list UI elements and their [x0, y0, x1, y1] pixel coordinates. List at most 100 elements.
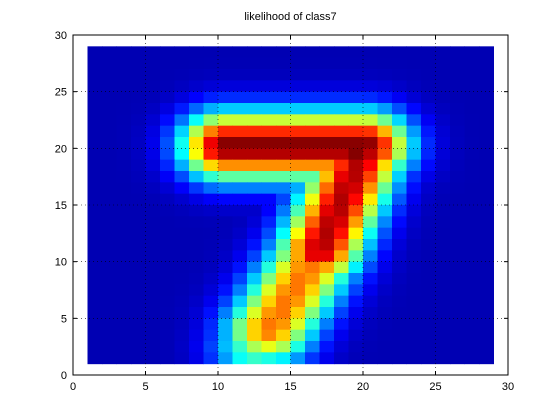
heatmap-cell: [421, 125, 436, 138]
heatmap-cell: [406, 227, 422, 240]
heatmap-cell: [174, 80, 190, 93]
heatmap-cell: [319, 216, 335, 229]
heatmap-cell: [479, 125, 494, 138]
heatmap-cell: [450, 46, 465, 59]
heatmap-cell: [363, 80, 378, 93]
heatmap-cell: [319, 182, 335, 195]
heatmap-cell: [261, 80, 277, 93]
heatmap-cell: [305, 193, 320, 206]
heatmap-cell: [363, 205, 378, 217]
heatmap-cell: [102, 329, 117, 342]
heatmap-cell: [377, 171, 393, 183]
heatmap-cell: [174, 114, 190, 127]
heatmap-cell: [392, 341, 407, 353]
heatmap-cell: [421, 295, 436, 308]
heatmap-cell: [160, 239, 175, 251]
heatmap-cell: [450, 261, 465, 274]
heatmap-cell: [131, 205, 146, 217]
heatmap-cell: [392, 205, 407, 217]
heatmap-cell: [464, 261, 480, 274]
heatmap-cell: [218, 46, 233, 59]
heatmap-cell: [450, 329, 465, 342]
heatmap-cell: [218, 307, 233, 319]
heatmap-cell: [479, 193, 494, 206]
heatmap-cell: [450, 307, 465, 319]
heatmap-cell: [261, 273, 277, 285]
heatmap-cell: [464, 57, 480, 70]
heatmap-cell: [348, 216, 364, 229]
heatmap-cell: [116, 57, 132, 70]
heatmap-cell: [87, 352, 103, 365]
heatmap-cell: [160, 159, 175, 172]
heatmap-cell: [174, 284, 190, 297]
heatmap-cell: [392, 261, 407, 274]
heatmap-cell: [377, 137, 393, 149]
heatmap-cell: [174, 205, 190, 217]
heatmap-cell: [276, 125, 291, 138]
heatmap-cell: [290, 284, 306, 297]
heatmap-cell: [392, 193, 407, 206]
heatmap-cell: [276, 193, 291, 206]
heatmap-cell: [232, 261, 248, 274]
heatmap-cell: [348, 307, 364, 319]
heatmap-cell: [102, 114, 117, 127]
heatmap-cell: [160, 91, 175, 104]
heatmap-cell: [377, 193, 393, 206]
heatmap-cell: [392, 216, 407, 229]
heatmap-cell: [305, 295, 320, 308]
heatmap-cell: [348, 91, 364, 104]
heatmap-cell: [116, 137, 132, 149]
heatmap-cell: [305, 114, 320, 127]
heatmap-cell: [450, 103, 465, 115]
heatmap-cell: [276, 148, 291, 161]
heatmap-cell: [435, 182, 451, 195]
heatmap-cell: [479, 57, 494, 70]
heatmap-cell: [464, 69, 480, 81]
heatmap-cell: [189, 193, 204, 206]
heatmap-cell: [464, 114, 480, 127]
heatmap-cell: [450, 148, 465, 161]
heatmap-cell: [145, 137, 161, 149]
heatmap-cell: [131, 307, 146, 319]
heatmap-cell: [435, 295, 451, 308]
heatmap-cell: [116, 261, 132, 274]
heatmap-cell: [464, 205, 480, 217]
heatmap-cell: [464, 216, 480, 229]
heatmap-cell: [421, 318, 436, 331]
heatmap-cell: [392, 239, 407, 251]
heatmap-cell: [421, 193, 436, 206]
heatmap-cell: [247, 341, 262, 353]
y-tick-label: 20: [55, 143, 67, 155]
heatmap-cell: [87, 69, 103, 81]
heatmap-cell: [218, 295, 233, 308]
heatmap-cell: [392, 295, 407, 308]
heatmap-cell: [319, 103, 335, 115]
heatmap-cell: [218, 125, 233, 138]
heatmap-cell: [319, 352, 335, 365]
heatmap-cell: [189, 341, 204, 353]
heatmap-cell: [406, 57, 422, 70]
heatmap-cell: [174, 159, 190, 172]
heatmap-cell: [131, 114, 146, 127]
heatmap-cell: [261, 284, 277, 297]
heatmap-cell: [319, 125, 335, 138]
heatmap-cell: [450, 318, 465, 331]
heatmap-cell: [421, 159, 436, 172]
heatmap-cell: [435, 261, 451, 274]
heatmap-cell: [392, 159, 407, 172]
heatmap-cell: [203, 159, 219, 172]
heatmap-cell: [160, 261, 175, 274]
heatmap-cell: [145, 57, 161, 70]
heatmap-cell: [145, 250, 161, 263]
heatmap-cell: [203, 329, 219, 342]
heatmap-cell: [377, 159, 393, 172]
heatmap-cell: [392, 125, 407, 138]
heatmap-cell: [348, 273, 364, 285]
heatmap-cell: [160, 137, 175, 149]
heatmap-cell: [102, 46, 117, 59]
heatmap-cell: [102, 341, 117, 353]
heatmap-cell: [145, 307, 161, 319]
heatmap-cell: [421, 329, 436, 342]
heatmap-cell: [203, 216, 219, 229]
heatmap-cell: [319, 307, 335, 319]
